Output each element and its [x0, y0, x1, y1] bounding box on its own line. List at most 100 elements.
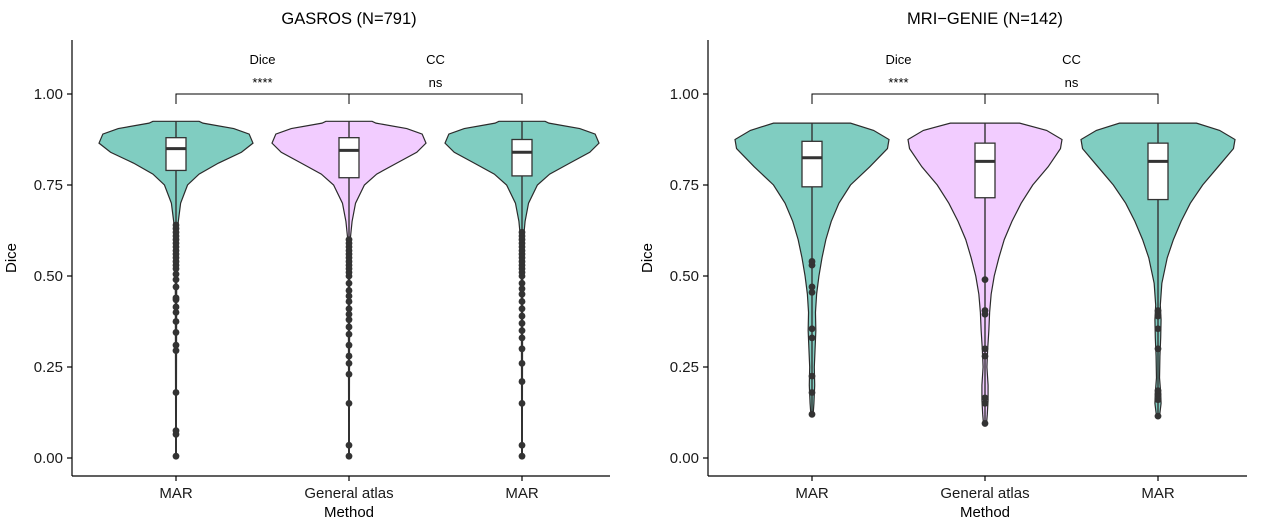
outlier-point — [981, 345, 989, 353]
outlier-point — [172, 303, 180, 311]
outlier-point — [518, 312, 526, 320]
outlier-point — [518, 452, 526, 460]
x-tick-label: General atlas — [304, 485, 393, 502]
outlier-point — [172, 294, 180, 302]
y-tick-label: 1.00 — [34, 86, 63, 103]
panel-title: GASROS (N=791) — [281, 10, 416, 28]
outlier-point — [518, 285, 526, 293]
outlier-point — [345, 323, 353, 331]
y-tick-label: 0.50 — [34, 268, 63, 285]
outlier-point — [808, 410, 816, 418]
outlier-point — [172, 270, 180, 278]
outlier-point — [518, 305, 526, 313]
outlier-point — [808, 288, 816, 296]
y-axis-title: Dice — [639, 243, 656, 273]
outlier-point — [1154, 412, 1162, 420]
outlier-point — [1154, 312, 1162, 320]
outlier-point — [518, 279, 526, 287]
dice-significance: **** — [888, 75, 908, 90]
outlier-point — [345, 287, 353, 294]
outlier-point — [345, 292, 353, 300]
x-axis-title: Method — [324, 504, 374, 521]
panel-title: MRI−GENIE (N=142) — [907, 10, 1063, 28]
outlier-point — [518, 345, 526, 353]
cc-significance: ns — [429, 75, 443, 90]
outlier-point — [808, 283, 816, 291]
outlier-point — [172, 318, 180, 325]
panel-1: GASROS (N=791) 0.00 0.25 0.50 0.75 1.00 Dice MA… — [3, 10, 610, 521]
outlier-point — [981, 276, 989, 284]
box — [974, 142, 996, 199]
y-tick-label: 0.00 — [670, 450, 699, 467]
outlier-point — [981, 352, 989, 360]
outlier-point — [518, 359, 526, 367]
outlier-point — [172, 341, 180, 349]
outlier-point — [172, 283, 180, 291]
y-tick-label: 0.25 — [670, 359, 699, 376]
outlier-point — [345, 352, 353, 360]
outlier-point — [808, 372, 816, 380]
outlier-point — [518, 334, 526, 342]
y-axis-title: Dice — [3, 243, 20, 273]
y-tick-label: 0.00 — [34, 450, 63, 467]
outlier-point — [518, 378, 526, 385]
outlier-point — [518, 319, 526, 327]
outlier-point — [518, 400, 526, 407]
outlier-point — [345, 305, 353, 313]
box — [1147, 142, 1169, 201]
box — [165, 137, 187, 172]
outlier-point — [345, 316, 353, 324]
outlier-point — [345, 310, 353, 318]
y-tick-label: 0.75 — [670, 177, 699, 194]
outlier-point — [172, 347, 180, 355]
outlier-point — [345, 370, 353, 378]
outlier-point — [345, 441, 353, 449]
x-tick-label: MAR — [795, 485, 829, 502]
dice-label: Dice — [885, 52, 911, 67]
x-tick-label: General atlas — [940, 485, 1029, 502]
outlier-point — [345, 452, 353, 460]
outlier-point — [518, 290, 526, 298]
outlier-point — [518, 327, 526, 334]
x-tick-label: MAR — [505, 485, 539, 502]
outlier-point — [172, 309, 180, 316]
outlier-point — [1154, 396, 1162, 404]
outlier-point — [1154, 325, 1162, 333]
outlier-point — [345, 298, 353, 305]
y-tick-label: 1.00 — [670, 86, 699, 103]
outlier-point — [345, 236, 353, 244]
outlier-point — [981, 400, 989, 407]
outlier-point — [1154, 345, 1162, 353]
outlier-point — [808, 334, 816, 342]
outlier-point — [172, 452, 180, 460]
outlier-point — [981, 420, 989, 427]
outlier-point — [808, 258, 816, 265]
outlier-point — [345, 359, 353, 367]
dice-label: Dice — [249, 52, 275, 67]
outlier-point — [1154, 307, 1162, 314]
box — [801, 140, 823, 188]
outlier-point — [1154, 387, 1162, 395]
y-tick-label: 0.25 — [34, 359, 63, 376]
outlier-point — [345, 330, 353, 338]
panel-2: MRI−GENIE (N=142) 0.00 0.25 0.50 0.75 1.00 Dic… — [639, 10, 1247, 521]
x-tick-label: MAR — [1141, 485, 1175, 502]
y-tick-label: 0.50 — [670, 268, 699, 285]
outlier-point — [345, 279, 353, 287]
outlier-point — [172, 221, 180, 229]
outlier-point — [981, 307, 989, 314]
outlier-point — [518, 298, 526, 305]
outlier-point — [981, 394, 989, 402]
cc-label: CC — [426, 52, 445, 67]
outlier-point — [345, 400, 353, 407]
outlier-point — [172, 329, 180, 336]
outlier-point — [808, 325, 816, 333]
cc-label: CC — [1062, 52, 1081, 67]
dice-significance: **** — [252, 75, 272, 90]
box — [511, 138, 533, 177]
outlier-point — [345, 341, 353, 349]
outlier-point — [172, 427, 180, 435]
y-tick-label: 0.75 — [34, 177, 63, 194]
outlier-point — [172, 276, 180, 284]
